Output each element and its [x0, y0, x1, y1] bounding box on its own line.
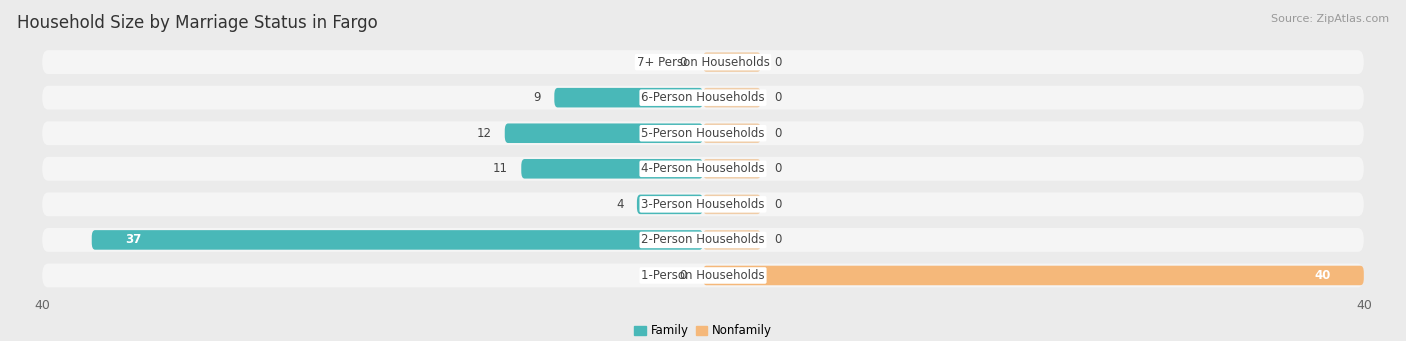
Text: 1-Person Households: 1-Person Households	[641, 269, 765, 282]
FancyBboxPatch shape	[703, 52, 761, 72]
Text: 5-Person Households: 5-Person Households	[641, 127, 765, 140]
FancyBboxPatch shape	[703, 123, 761, 143]
Text: Household Size by Marriage Status in Fargo: Household Size by Marriage Status in Far…	[17, 14, 378, 32]
FancyBboxPatch shape	[637, 195, 703, 214]
Text: 0: 0	[775, 198, 782, 211]
Text: 2-Person Households: 2-Person Households	[641, 234, 765, 247]
FancyBboxPatch shape	[505, 123, 703, 143]
FancyBboxPatch shape	[703, 195, 761, 214]
FancyBboxPatch shape	[42, 228, 1364, 252]
FancyBboxPatch shape	[42, 86, 1364, 109]
FancyBboxPatch shape	[42, 264, 1364, 287]
FancyBboxPatch shape	[554, 88, 703, 107]
Text: 0: 0	[775, 56, 782, 69]
Text: 0: 0	[775, 162, 782, 175]
Text: Source: ZipAtlas.com: Source: ZipAtlas.com	[1271, 14, 1389, 24]
FancyBboxPatch shape	[42, 50, 1364, 74]
Text: 37: 37	[125, 234, 141, 247]
Text: 0: 0	[679, 269, 686, 282]
FancyBboxPatch shape	[42, 121, 1364, 145]
FancyBboxPatch shape	[522, 159, 703, 179]
Text: 11: 11	[494, 162, 508, 175]
Text: 40: 40	[1315, 269, 1330, 282]
Text: 0: 0	[775, 91, 782, 104]
Text: 12: 12	[477, 127, 492, 140]
FancyBboxPatch shape	[703, 159, 761, 179]
FancyBboxPatch shape	[703, 266, 1364, 285]
Legend: Family, Nonfamily: Family, Nonfamily	[630, 320, 776, 341]
FancyBboxPatch shape	[42, 157, 1364, 181]
Text: 7+ Person Households: 7+ Person Households	[637, 56, 769, 69]
Text: 3-Person Households: 3-Person Households	[641, 198, 765, 211]
FancyBboxPatch shape	[703, 230, 761, 250]
Text: 0: 0	[679, 56, 686, 69]
FancyBboxPatch shape	[42, 192, 1364, 216]
Text: 4-Person Households: 4-Person Households	[641, 162, 765, 175]
Text: 4: 4	[616, 198, 624, 211]
Text: 0: 0	[775, 234, 782, 247]
Text: 9: 9	[534, 91, 541, 104]
Text: 0: 0	[775, 127, 782, 140]
Text: 6-Person Households: 6-Person Households	[641, 91, 765, 104]
FancyBboxPatch shape	[91, 230, 703, 250]
FancyBboxPatch shape	[703, 88, 761, 107]
